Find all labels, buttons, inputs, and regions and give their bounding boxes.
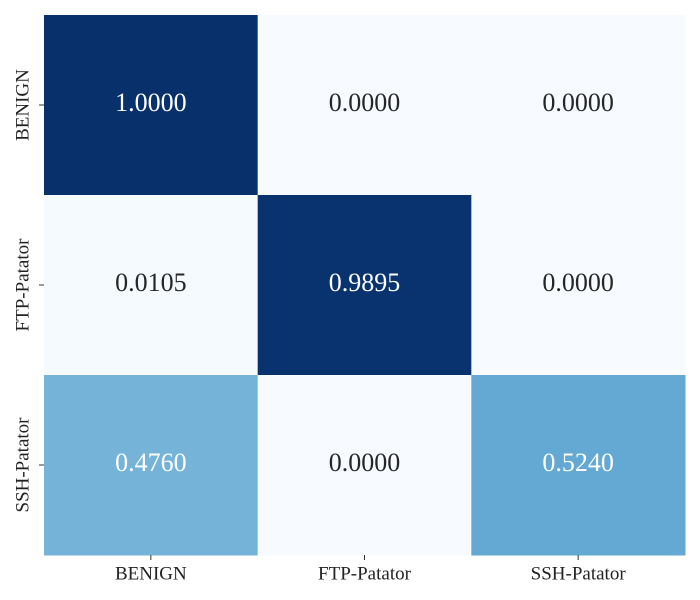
x-tick-label: SSH-Patator [531,563,627,584]
heatmap-cell [44,195,259,376]
heatmap-cell [257,15,472,196]
y-tick-label: SSH-Patator [12,417,33,513]
cell-label: 0.0000 [329,88,401,117]
y-tick-label: BENIGN [12,69,33,141]
heatmap-cell [44,375,259,556]
heatmap-cell [471,375,686,556]
x-tick-label: BENIGN [115,563,187,584]
x-tick-label: FTP-Patator [318,563,412,584]
heatmap-cell [257,375,472,556]
cell-label: 0.5240 [542,448,614,477]
cell-label: 0.0000 [329,448,401,477]
cell-label: 0.4760 [115,448,187,477]
cell-label: 1.0000 [115,88,187,117]
cell-label: 0.0000 [542,88,614,117]
cell-label: 0.9895 [329,268,401,297]
heatmap-cell [44,15,259,196]
y-tick-label: FTP-Patator [12,238,33,332]
cell-label: 0.0000 [542,268,614,297]
cell-label: 0.0105 [115,268,187,297]
heatmap-cell [471,195,686,376]
heatmap-cell [471,15,686,196]
heatmap-cell [257,195,472,376]
